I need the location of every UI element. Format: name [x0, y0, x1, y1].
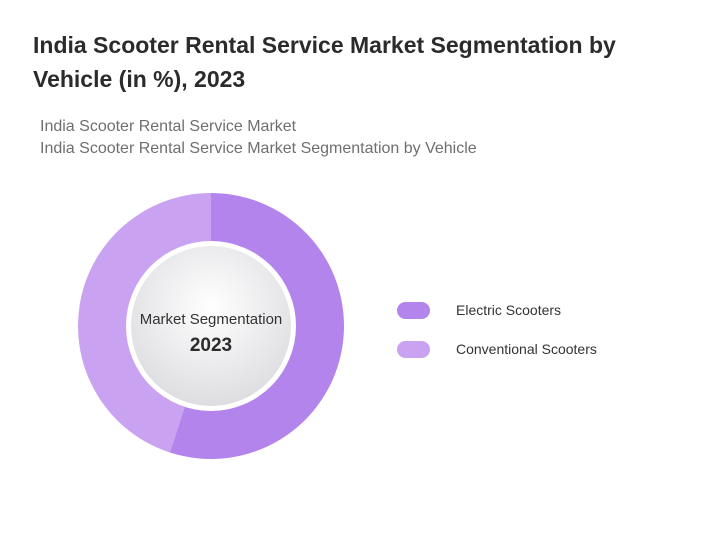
center-year: 2023 [190, 335, 232, 356]
center-label: Market Segmentation [140, 311, 283, 328]
donut-chart: Market Segmentation 2023 [78, 193, 345, 459]
chart-title: India Scooter Rental Service Market Segm… [33, 32, 616, 92]
legend-label-conventional: Conventional Scooters [456, 341, 597, 357]
chart-subtitle: India Scooter Rental Service Market Indi… [40, 116, 477, 160]
legend-swatch-electric [397, 301, 430, 319]
legend-label-electric: Electric Scooters [456, 302, 562, 318]
subtitle-line-segmentation: India Scooter Rental Service Market Segm… [40, 140, 477, 157]
chart-legend: Electric Scooters Conventional Scooters [397, 300, 597, 378]
legend-item-conventional: Conventional Scooters [397, 339, 597, 359]
donut-center-disc [131, 246, 291, 406]
subtitle-line-market: India Scooter Rental Service Market [40, 118, 297, 135]
legend-swatch-conventional [397, 340, 430, 358]
legend-item-electric: Electric Scooters [397, 300, 597, 320]
